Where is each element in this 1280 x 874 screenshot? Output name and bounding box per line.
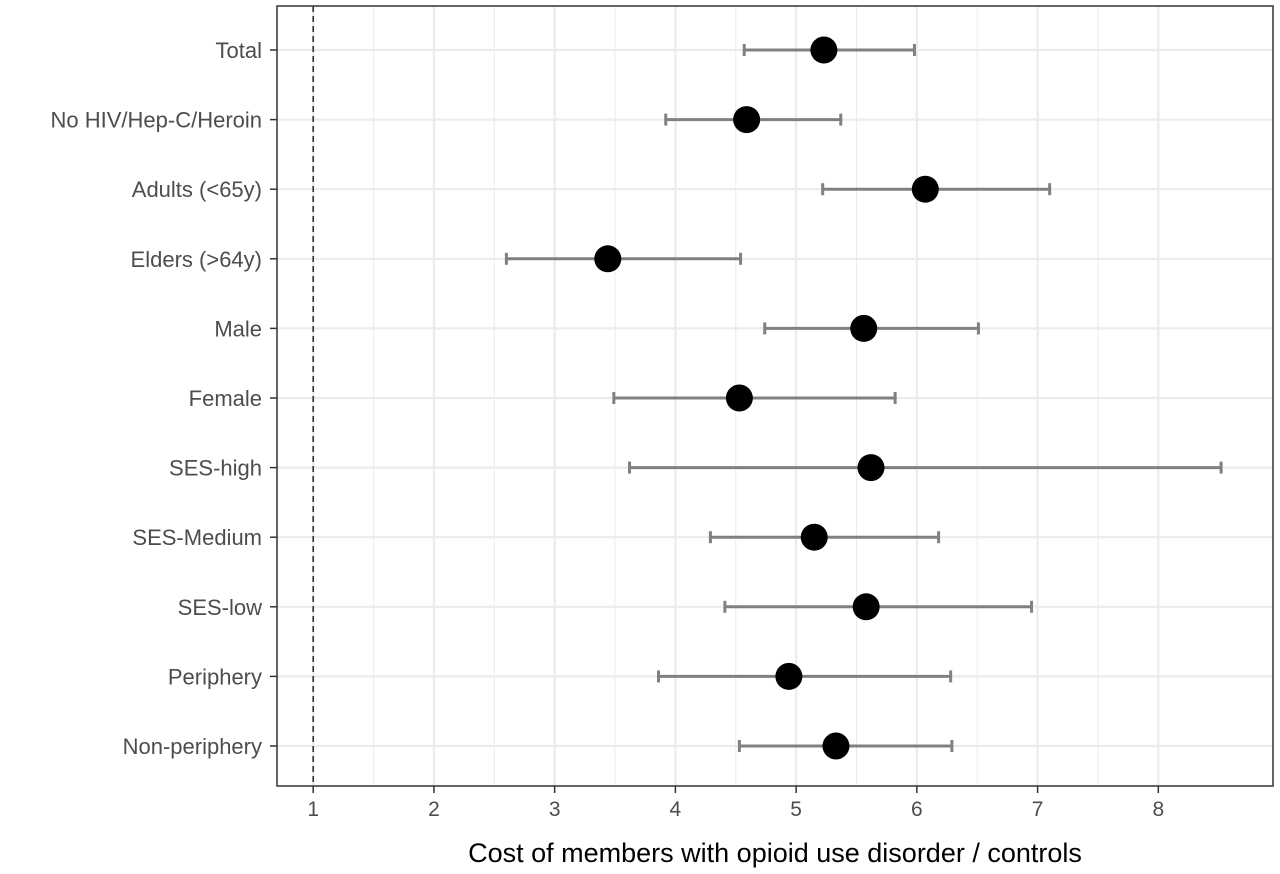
point-estimate: [810, 36, 838, 64]
x-tick-label: 8: [1152, 798, 1164, 821]
point-estimate: [800, 523, 828, 551]
x-tick-label: 2: [428, 798, 440, 821]
y-tick-label: Adults (<65y): [132, 177, 262, 202]
y-tick-label: SES-low: [178, 595, 262, 620]
y-tick-label: No HIV/Hep-C/Heroin: [50, 108, 262, 133]
y-tick-label: Non-periphery: [123, 734, 262, 759]
error-bar: [504, 252, 743, 265]
x-tick-label: 4: [670, 798, 682, 821]
x-tick-label: 6: [911, 798, 923, 821]
y-tick-label: SES-high: [169, 456, 262, 481]
y-tick-label: SES-Medium: [132, 525, 262, 550]
point-estimate: [775, 662, 803, 690]
x-tick-label: 1: [307, 798, 319, 821]
plot-background: [277, 6, 1273, 786]
y-tick-label: Elders (>64y): [131, 247, 262, 272]
y-tick-label: Female: [189, 386, 262, 411]
point-estimate: [911, 175, 939, 203]
x-tick-label: 3: [549, 798, 561, 821]
point-estimate: [857, 454, 885, 482]
error-bar: [628, 461, 1223, 474]
y-tick-label: Total: [216, 38, 262, 63]
x-axis: 1 2 3 4 5 6 7 8: [307, 786, 1164, 821]
plot-border: [276, 5, 1274, 787]
y-axis: Total No HIV/Hep-C/Heroin Adults (<65y) Eld…: [50, 38, 277, 759]
x-axis-title: Cost of members with opioid use disorder…: [468, 838, 1082, 868]
point-estimate: [822, 732, 850, 760]
point-estimate: [594, 245, 622, 273]
x-tick-label: 5: [790, 798, 802, 821]
x-tick-label: 7: [1032, 798, 1044, 821]
y-tick-label: Periphery: [168, 664, 262, 689]
point-estimate: [850, 314, 878, 342]
error-bar: [612, 392, 897, 404]
point-estimates: [594, 36, 939, 760]
error-bar: [656, 670, 953, 683]
point-estimate: [733, 106, 761, 134]
point-estimate: [852, 593, 880, 621]
y-tick-label: Male: [214, 316, 262, 341]
point-estimate: [725, 384, 753, 412]
